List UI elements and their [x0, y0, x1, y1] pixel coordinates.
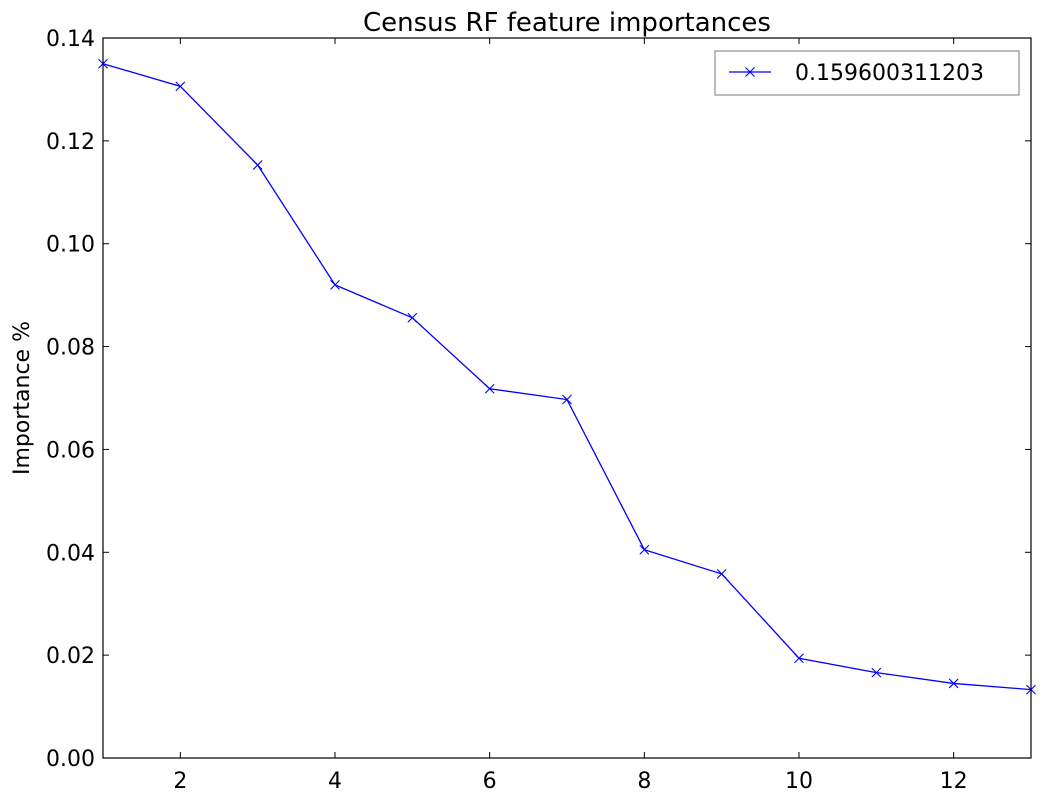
- data-point-marker: [484, 383, 495, 394]
- y-tick-label: 0.08: [46, 336, 95, 361]
- legend-box: [714, 50, 1020, 96]
- series-layer: [98, 58, 1036, 695]
- x-tick-label: 2: [173, 769, 187, 794]
- data-point-marker: [407, 312, 418, 323]
- legend-entry-label: 0.159600311203: [795, 61, 984, 86]
- y-tick-label: 0.02: [46, 644, 95, 669]
- axis-ticks: 2 4 6 8 10 12 0.00 0.02 0.04 0.06 0.08 0.10 0.12 0.14: [46, 27, 1031, 794]
- x-tick-label: 10: [785, 769, 813, 794]
- y-tick-label: 0.04: [46, 541, 95, 566]
- data-point-marker: [716, 568, 727, 579]
- chart-title: Census RF feature importances: [363, 8, 771, 38]
- y-tick-label: 0.00: [46, 747, 95, 772]
- data-point-marker: [948, 678, 959, 689]
- x-tick-label: 6: [483, 769, 497, 794]
- legend-marker-x: [745, 67, 755, 77]
- plot-area-frame: [102, 37, 1032, 759]
- data-point-marker: [330, 279, 340, 290]
- legend: 0.159600311203: [714, 50, 1020, 96]
- x-tick-label: 12: [940, 769, 968, 794]
- data-point-marker: [794, 653, 804, 664]
- data-point-marker: [639, 544, 650, 555]
- y-tick-label: 0.10: [46, 233, 95, 258]
- series-line: [102, 63, 1032, 691]
- y-tick-label: 0.12: [46, 130, 95, 155]
- data-point-marker: [871, 667, 882, 678]
- x-tick-label: 4: [328, 769, 342, 794]
- y-tick-label: 0.14: [46, 27, 95, 52]
- y-tick-label: 0.06: [46, 438, 95, 463]
- data-point-marker: [562, 394, 572, 405]
- data-point-marker: [252, 160, 263, 170]
- data-point-marker: [175, 81, 186, 92]
- y-axis-label: Importance %: [10, 321, 35, 475]
- x-tick-label: 8: [637, 769, 651, 794]
